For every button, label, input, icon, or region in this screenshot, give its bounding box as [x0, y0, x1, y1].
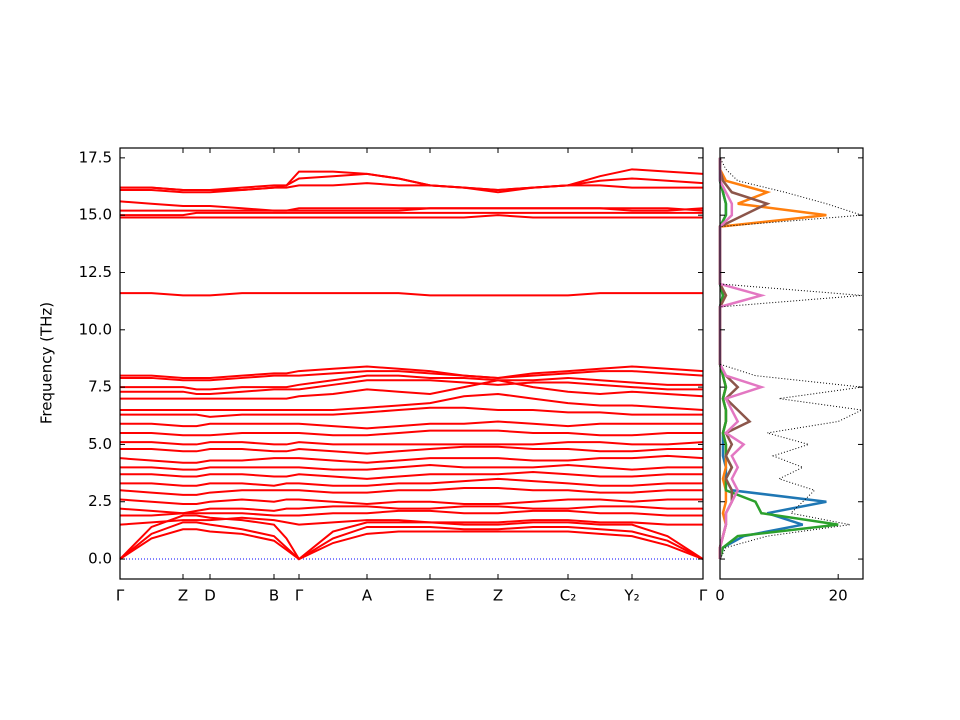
band-line: [120, 445, 703, 455]
band-line: [120, 420, 703, 430]
x-tick-label: Z: [178, 587, 188, 605]
x-tick-label: 20: [829, 587, 848, 605]
band-line: [120, 370, 704, 382]
band-line: [120, 392, 704, 412]
band-line: [120, 477, 703, 487]
band-line: [119, 486, 703, 496]
band-line: [120, 211, 703, 217]
y-tick-label: 2.5: [88, 492, 112, 510]
band-line: [119, 454, 704, 464]
band-line: [120, 470, 703, 480]
band-line: [119, 521, 704, 561]
x-tick-label: Γ: [295, 587, 304, 605]
x-tick-label: B: [269, 587, 279, 605]
x-tick-label: Z: [493, 587, 503, 605]
band-line: [120, 292, 703, 297]
band-line: [119, 498, 703, 506]
band-line: [120, 177, 704, 194]
axes-frame: [119, 147, 704, 580]
band-line: [119, 505, 703, 515]
band-line: [119, 516, 703, 526]
band-line: [119, 200, 704, 212]
band-line: [120, 464, 703, 471]
band-line: [120, 379, 704, 400]
axes-frame: [719, 147, 864, 580]
band-line: [120, 214, 703, 219]
y-tick-label: 0.0: [88, 550, 112, 568]
band-line: [120, 509, 703, 517]
band-line: [120, 441, 704, 446]
band-line: [120, 379, 703, 395]
y-tick-label: 15.0: [79, 206, 112, 224]
y-tick-label: 12.5: [79, 263, 112, 281]
x-tick-label: Y₂: [623, 587, 639, 605]
x-tick-label: Γ: [116, 587, 125, 605]
x-tick-label: Γ: [699, 587, 708, 605]
y-tick-label: 10.0: [79, 320, 112, 338]
band-line: [120, 365, 704, 379]
band-line: [119, 514, 704, 561]
x-tick-label: E: [425, 587, 434, 605]
x-tick-label: D: [204, 587, 216, 605]
band-line: [119, 528, 704, 561]
band-line: [120, 429, 703, 437]
y-axis-label: Frequency (THz): [38, 302, 56, 424]
y-tick-label: 17.5: [79, 148, 112, 166]
y-tick-label: 5.0: [88, 435, 112, 453]
y-tick-label: 7.5: [88, 378, 112, 396]
x-tick-label: C₂: [560, 587, 577, 605]
band-line: [120, 170, 703, 191]
band-line: [120, 374, 703, 391]
band-line: [120, 406, 703, 418]
x-tick-label: 0: [715, 587, 725, 605]
x-tick-label: A: [362, 587, 373, 605]
